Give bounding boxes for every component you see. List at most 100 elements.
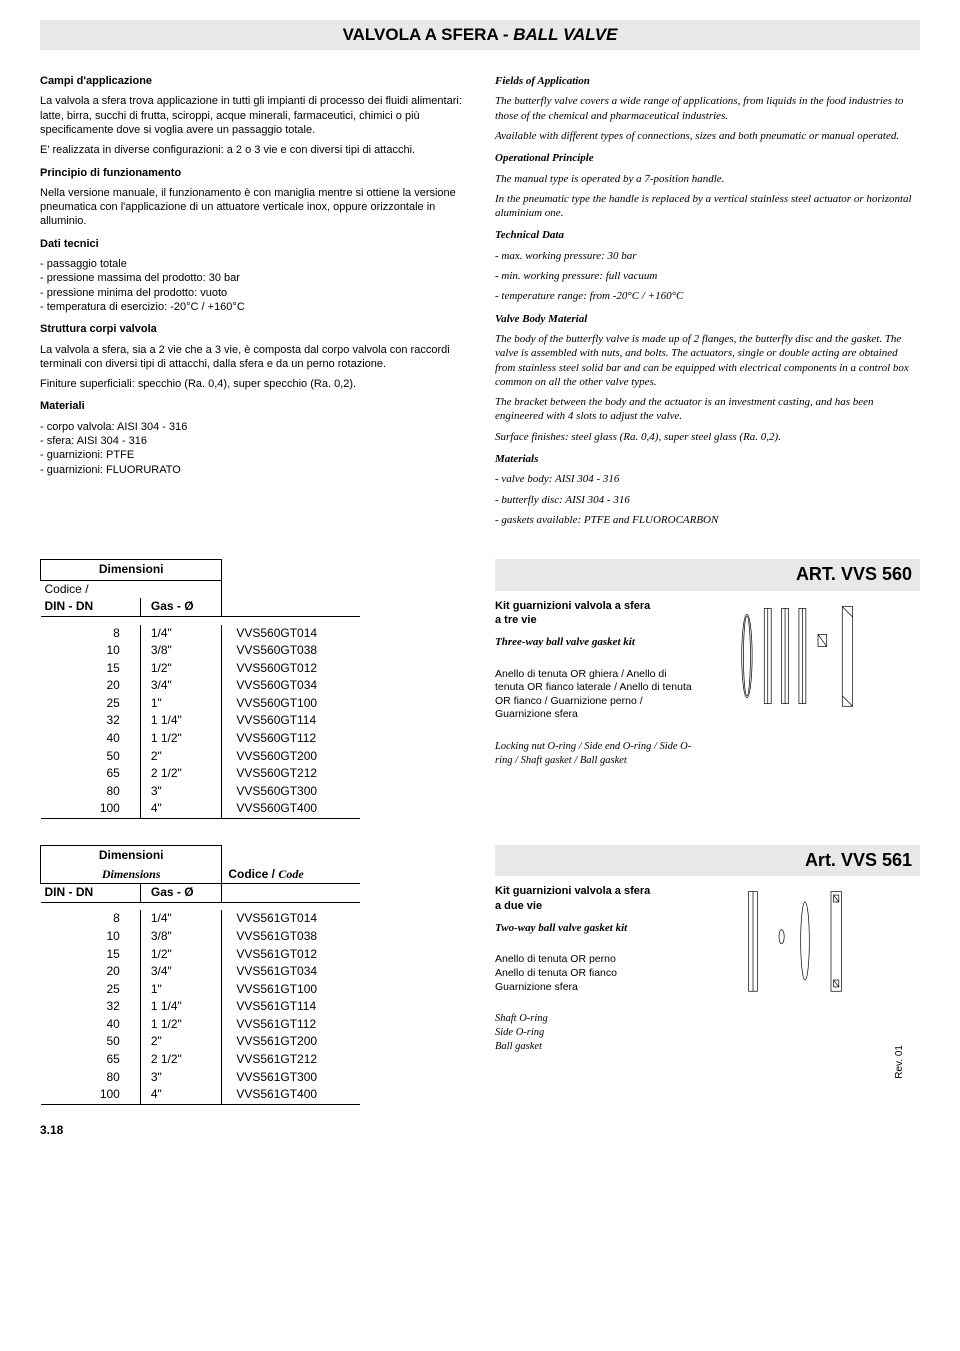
table-cell: VVS560GT114 bbox=[222, 712, 360, 730]
table-cell: 4" bbox=[140, 1086, 221, 1104]
intro-columns: Campi d'applicazione La valvola a sfera … bbox=[40, 66, 920, 533]
table-cell: 1/2" bbox=[140, 660, 221, 678]
table-cell: 50 bbox=[41, 748, 141, 766]
table-cell: 8 bbox=[41, 625, 141, 643]
table-cell: 15 bbox=[41, 946, 141, 964]
dim-header-it: Dimensions bbox=[41, 866, 222, 884]
table-cell: VVS561GT014 bbox=[222, 910, 360, 928]
table-cell: VVS561GT212 bbox=[222, 1051, 360, 1069]
table-561: Dimensioni Dimensions Codice / Code DIN … bbox=[40, 845, 360, 1105]
table-cell: 1/4" bbox=[140, 910, 221, 928]
dim-header: Dimensioni bbox=[41, 846, 222, 866]
table-cell: VVS561GT114 bbox=[222, 998, 360, 1016]
table-cell: VVS560GT012 bbox=[222, 660, 360, 678]
heading-materiali: Materiali bbox=[40, 399, 465, 413]
heading-principio: Principio di funzionamento bbox=[40, 166, 465, 180]
kit-title: Kit guarnizioni valvola a sfera a due vi… bbox=[495, 884, 696, 913]
revision-label: Rev. 01 bbox=[893, 1045, 906, 1079]
list-item: pressione minima del prodotto: vuoto bbox=[40, 286, 465, 300]
text: - gaskets available: PTFE and FLUOROCARB… bbox=[495, 513, 920, 527]
table-cell: 25 bbox=[41, 695, 141, 713]
table-cell: 10 bbox=[41, 928, 141, 946]
table-cell: VVS561GT300 bbox=[222, 1069, 360, 1087]
table-560-wrap: Dimensioni Codice / DIN - DN Gas - Ø 8 1… bbox=[40, 559, 465, 819]
kit-desc-it: Locking nut O-ring / Side end O-ring / S… bbox=[495, 740, 696, 767]
right-column: Fields of Application The butterfly valv… bbox=[495, 66, 920, 533]
section-vvs561: Dimensioni Dimensions Codice / Code DIN … bbox=[40, 845, 920, 1105]
table-cell: 15 bbox=[41, 660, 141, 678]
table-cell: 1" bbox=[140, 695, 221, 713]
dim-header: Dimensioni bbox=[41, 560, 222, 581]
list-item: corpo valvola: AISI 304 - 316 bbox=[40, 420, 465, 434]
text: In the pneumatic type the handle is repl… bbox=[495, 192, 920, 221]
table-cell: VVS561GT200 bbox=[222, 1033, 360, 1051]
table-cell: 2" bbox=[140, 1033, 221, 1051]
table-cell: VVS561GT012 bbox=[222, 946, 360, 964]
table-cell: VVS561GT038 bbox=[222, 928, 360, 946]
left-column: Campi d'applicazione La valvola a sfera … bbox=[40, 66, 465, 533]
kit-desc: Anello di tenuta OR perno Anello di tenu… bbox=[495, 953, 696, 994]
table-cell: VVS560GT400 bbox=[222, 800, 360, 818]
table-cell: 8 bbox=[41, 910, 141, 928]
table-cell: VVS561GT112 bbox=[222, 1016, 360, 1034]
kit-title-it: Three-way ball valve gasket kit bbox=[495, 635, 696, 649]
list-item: pressione massima del prodotto: 30 bar bbox=[40, 271, 465, 285]
table-cell: 4" bbox=[140, 800, 221, 818]
text: The manual type is operated by a 7-posit… bbox=[495, 172, 920, 186]
kit-561-wrap: Art. VVS 561 Kit guarnizioni valvola a s… bbox=[495, 845, 920, 1105]
table-cell: VVS560GT212 bbox=[222, 765, 360, 783]
table-cell: 1/2" bbox=[140, 946, 221, 964]
heading-operational: Operational Principle bbox=[495, 151, 920, 165]
table-cell: 65 bbox=[41, 1051, 141, 1069]
heading-dati: Dati tecnici bbox=[40, 237, 465, 251]
table-cell: 20 bbox=[41, 963, 141, 981]
text: - temperature range: from -20°C / +160°C bbox=[495, 289, 920, 303]
list-item: sfera: AISI 304 - 316 bbox=[40, 434, 465, 448]
table-cell: 1" bbox=[140, 981, 221, 999]
table-cell: 20 bbox=[41, 677, 141, 695]
table-cell: 1 1/2" bbox=[140, 730, 221, 748]
text: Available with different types of connec… bbox=[495, 129, 920, 143]
page-footer: 3.18 bbox=[40, 1123, 920, 1139]
table-cell: VVS561GT100 bbox=[222, 981, 360, 999]
text: Surface finishes: steel glass (Ra. 0,4),… bbox=[495, 430, 920, 444]
table-cell: VVS560GT100 bbox=[222, 695, 360, 713]
table-cell: 3/8" bbox=[140, 642, 221, 660]
text: The body of the butterfly valve is made … bbox=[495, 332, 920, 389]
heading-fields: Fields of Application bbox=[495, 74, 920, 88]
kit-desc: Anello di tenuta OR ghiera / Anello di t… bbox=[495, 668, 696, 723]
table-cell: VVS561GT400 bbox=[222, 1086, 360, 1104]
table-cell: 32 bbox=[41, 712, 141, 730]
table-cell: 3/4" bbox=[140, 963, 221, 981]
art-header-561: Art. VVS 561 bbox=[495, 845, 920, 876]
table-cell: 50 bbox=[41, 1033, 141, 1051]
kit-desc-it: Shaft O-ring Side O-ring Ball gasket bbox=[495, 1012, 696, 1053]
table-cell: 40 bbox=[41, 730, 141, 748]
table-cell: 80 bbox=[41, 1069, 141, 1087]
table-cell: VVS560GT014 bbox=[222, 625, 360, 643]
col-gas: Gas - Ø bbox=[140, 598, 221, 616]
art-header-560: ART. VVS 560 bbox=[495, 559, 920, 590]
table-cell: 3" bbox=[140, 1069, 221, 1087]
table-cell: 3" bbox=[140, 783, 221, 801]
text: The bracket between the body and the act… bbox=[495, 395, 920, 424]
list-item: guarnizioni: PTFE bbox=[40, 448, 465, 462]
table-cell: VVS560GT200 bbox=[222, 748, 360, 766]
text: Nella versione manuale, il funzionamento… bbox=[40, 186, 465, 229]
table-cell: 3/4" bbox=[140, 677, 221, 695]
table-cell: 100 bbox=[41, 800, 141, 818]
table-cell: 10 bbox=[41, 642, 141, 660]
list-item: passaggio totale bbox=[40, 257, 465, 271]
title-main: VALVOLA A SFERA - bbox=[343, 25, 514, 44]
kit-title: Kit guarnizioni valvola a sfera a tre vi… bbox=[495, 599, 696, 628]
page-title: VALVOLA A SFERA - BALL VALVE bbox=[40, 20, 920, 50]
section-vvs560: Dimensioni Codice / DIN - DN Gas - Ø 8 1… bbox=[40, 559, 920, 819]
table-cell: VVS560GT034 bbox=[222, 677, 360, 695]
heading-materials: Materials bbox=[495, 452, 920, 466]
text: La valvola a sfera, sia a 2 vie che a 3 … bbox=[40, 343, 465, 372]
table-cell: VVS560GT038 bbox=[222, 642, 360, 660]
list-dati: passaggio totale pressione massima del p… bbox=[40, 257, 465, 314]
kit-560-wrap: ART. VVS 560 Kit guarnizioni valvola a s… bbox=[495, 559, 920, 819]
heading-struttura: Struttura corpi valvola bbox=[40, 322, 465, 336]
heading-valvebody: Valve Body Material bbox=[495, 312, 920, 326]
